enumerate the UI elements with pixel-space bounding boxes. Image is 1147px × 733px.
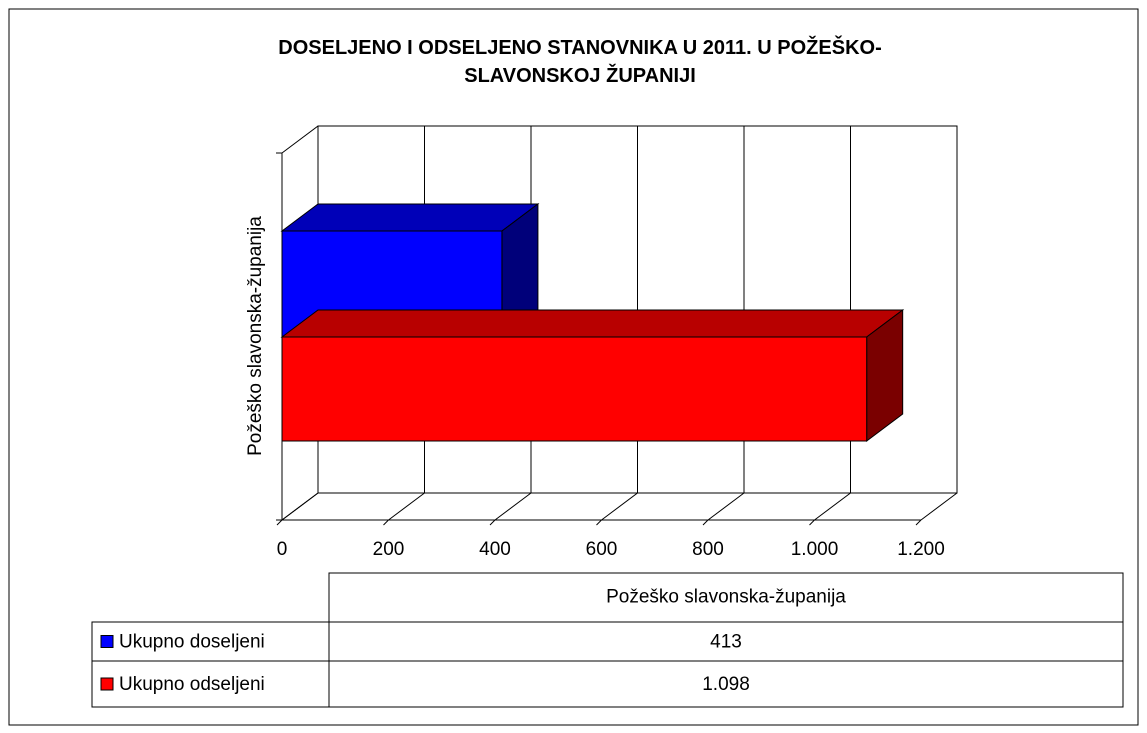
table-cell [328, 660, 1124, 708]
bar [281, 336, 868, 442]
floor-grid-line [281, 492, 319, 521]
floor-grid-line [601, 492, 638, 521]
x-tick-label: 800 [692, 539, 724, 560]
tick [489, 519, 496, 526]
bar-top [280, 309, 905, 338]
tick [702, 519, 709, 526]
x-tick-label: 200 [373, 539, 405, 560]
floor-grid-line [814, 492, 851, 521]
chart-title: DOSELJENO I ODSELJENO STANOVNIKA U 2011.… [278, 37, 882, 87]
x-tick-label: 600 [586, 539, 618, 560]
chart-border [8, 8, 1139, 726]
floor-grid-line [494, 492, 532, 521]
legend-label: Ukupno odseljeni [119, 674, 265, 695]
legend-key [100, 635, 114, 648]
bar-top [280, 203, 540, 232]
tick [596, 519, 602, 526]
tick [809, 519, 815, 526]
legend-key [100, 677, 114, 691]
table-value: 1.098 [702, 674, 750, 695]
tick [915, 519, 922, 526]
y-category-label: Požeško slavonska-županija [245, 216, 266, 456]
legend-label: Ukupno doseljeni [119, 632, 265, 653]
floor-grid-line [920, 492, 958, 521]
tick [276, 519, 283, 526]
x-tick-label: 1.200 [897, 539, 945, 560]
table-header: Požeško slavonska-županija [606, 587, 846, 608]
x-tick-label: 1.000 [791, 539, 839, 560]
axis-line [281, 125, 319, 154]
floor-grid-line [388, 492, 425, 521]
table-value: 413 [710, 632, 742, 653]
tick [383, 519, 389, 526]
x-tick-label: 0 [277, 539, 288, 560]
floor-grid-line [707, 492, 745, 521]
x-tick-label: 400 [479, 539, 511, 560]
